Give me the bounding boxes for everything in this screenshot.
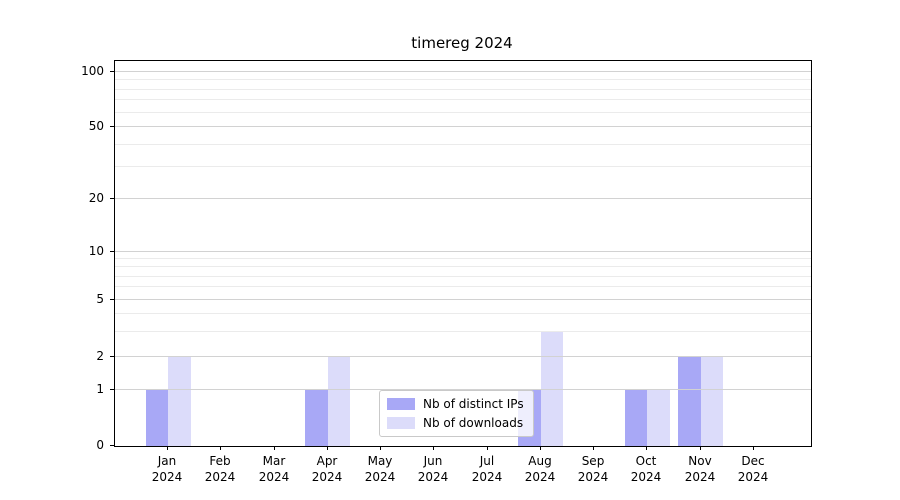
y-tick-label-2: 2: [96, 349, 104, 363]
bar-oct-downloads: [647, 390, 670, 446]
y-tick-label-50: 50: [88, 119, 104, 133]
gridline-80: [115, 89, 811, 90]
gridline-30: [115, 166, 811, 167]
bar-nov-downloads: [700, 357, 724, 446]
x-tick-mark-aug: [540, 446, 541, 450]
y-tick-label-0: 0: [96, 438, 104, 452]
y-tick-mark-5: [110, 299, 114, 300]
x-tick-label-jun: Jun 2024: [417, 454, 449, 484]
gridline-7: [115, 276, 811, 277]
x-tick-label-aug: Aug 2024: [524, 454, 556, 484]
gridline-90: [115, 79, 811, 80]
gridline-60: [115, 112, 811, 113]
legend-item-downloads: Nb of downloads: [387, 416, 524, 430]
x-tick-mark-oct: [646, 446, 647, 450]
bar-oct-distinct-ips: [624, 390, 648, 446]
legend: Nb of distinct IPs Nb of downloads: [379, 390, 534, 437]
x-tick-label-nov: Nov 2024: [684, 454, 716, 484]
y-tick-mark-100: [110, 71, 114, 72]
x-tick-mark-sep: [593, 446, 594, 450]
y-tick-label-5: 5: [96, 292, 104, 306]
legend-label: Nb of downloads: [423, 416, 524, 430]
x-tick-label-may: May 2024: [364, 454, 396, 484]
x-tick-mark-mar: [274, 446, 275, 450]
gridline-20: [115, 198, 811, 199]
gridline-9: [115, 258, 811, 259]
y-tick-mark-10: [110, 251, 114, 252]
gridline-1: [115, 389, 811, 390]
x-tick-label-feb: Feb 2024: [204, 454, 236, 484]
gridline-3: [115, 331, 811, 332]
bar-nov-distinct-ips: [678, 357, 701, 446]
x-tick-mark-jun: [433, 446, 434, 450]
gridline-10: [115, 251, 811, 252]
gridline-100: [115, 71, 811, 72]
gridline-8: [115, 266, 811, 267]
x-tick-label-jan: Jan 2024: [151, 454, 183, 484]
bar-jan-distinct-ips: [145, 390, 168, 446]
x-tick-mark-may: [380, 446, 381, 450]
x-tick-label-sep: Sep 2024: [577, 454, 609, 484]
y-tick-label-1: 1: [96, 382, 104, 396]
x-tick-mark-apr: [327, 446, 328, 450]
gridline-4: [115, 313, 811, 314]
y-tick-label-10: 10: [88, 244, 104, 258]
chart-title: timereg 2024: [411, 34, 513, 52]
gridline-6: [115, 286, 811, 287]
y-tick-mark-0: [110, 445, 114, 446]
x-tick-label-apr: Apr 2024: [311, 454, 343, 484]
gridline-2: [115, 356, 811, 357]
gridline-70: [115, 99, 811, 100]
y-tick-label-20: 20: [88, 191, 104, 205]
y-tick-mark-2: [110, 356, 114, 357]
x-tick-mark-feb: [220, 446, 221, 450]
y-tick-mark-20: [110, 198, 114, 199]
x-tick-label-oct: Oct 2024: [630, 454, 662, 484]
gridline-5: [115, 299, 811, 300]
legend-item-distinct-ips: Nb of distinct IPs: [387, 397, 524, 411]
gridline-50: [115, 126, 811, 127]
y-tick-mark-1: [110, 389, 114, 390]
x-tick-label-mar: Mar 2024: [258, 454, 290, 484]
plot-area: Nb of distinct IPs Nb of downloads: [114, 60, 812, 447]
x-tick-label-dec: Dec 2024: [737, 454, 769, 484]
x-tick-mark-nov: [700, 446, 701, 450]
x-tick-label-jul: Jul 2024: [471, 454, 503, 484]
bar-jan-downloads: [168, 357, 191, 446]
gridline-40: [115, 144, 811, 145]
legend-label: Nb of distinct IPs: [423, 397, 524, 411]
legend-swatch-downloads: [387, 417, 415, 429]
y-tick-mark-50: [110, 126, 114, 127]
bar-apr-downloads: [327, 357, 351, 446]
y-tick-label-100: 100: [81, 64, 104, 78]
bar-apr-distinct-ips: [305, 390, 328, 446]
x-tick-mark-jul: [487, 446, 488, 450]
legend-swatch-distinct-ips: [387, 398, 415, 410]
x-tick-mark-dec: [753, 446, 754, 450]
x-tick-mark-jan: [167, 446, 168, 450]
